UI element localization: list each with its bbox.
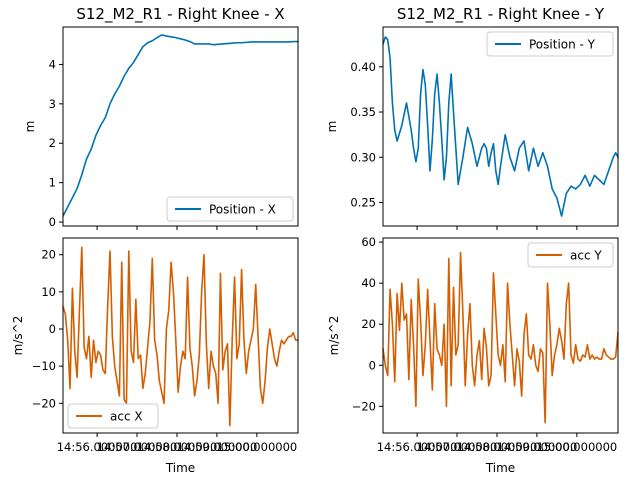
legend-label: Position - X bbox=[209, 203, 276, 217]
y-tick-label: −10 bbox=[32, 359, 56, 373]
y-tick-label: 1 bbox=[49, 176, 56, 190]
x-tick-label: 14:57.000000 bbox=[417, 440, 498, 454]
y-axis-label: m bbox=[23, 121, 37, 133]
legend-box bbox=[67, 403, 159, 429]
x-tick-label: 14:59.000000 bbox=[177, 440, 258, 454]
y-tick-label: 4 bbox=[49, 57, 56, 71]
y-tick-label: 60 bbox=[361, 235, 376, 249]
subplot-1: S12_M2_R1 - Right Knee - X 0 1 2 3 4 m Position… bbox=[23, 5, 299, 230]
y-tick-label: 0 bbox=[369, 358, 376, 372]
chart-title: S12_M2_R1 - Right Knee - X bbox=[76, 5, 284, 24]
y-tick-label: 0 bbox=[49, 215, 56, 229]
legend-label: acc Y bbox=[570, 249, 602, 263]
x-tick-label: 14:58.000000 bbox=[457, 440, 538, 454]
x-tick-label: 14:56.000000 bbox=[57, 440, 138, 454]
chart-title: S12_M2_R1 - Right Knee - Y bbox=[397, 5, 605, 24]
plot-frame bbox=[62, 237, 299, 434]
y-tick-label: 2 bbox=[49, 136, 56, 150]
y-tick-label: 40 bbox=[361, 276, 376, 290]
x-axis-label: Time bbox=[165, 461, 195, 475]
y-tick-label: 20 bbox=[41, 248, 56, 262]
y-tick-label: 0.35 bbox=[350, 105, 376, 119]
x-tick-label: 14:58.000000 bbox=[137, 440, 218, 454]
plot-frame bbox=[382, 26, 619, 227]
x-tick-label: 14:56.000000 bbox=[377, 440, 458, 454]
y-axis-label: m/s^2 bbox=[327, 316, 341, 356]
y-tick-label: 20 bbox=[361, 317, 376, 331]
x-tick-label: 14:59.000000 bbox=[497, 440, 578, 454]
legend-box bbox=[527, 242, 614, 268]
plot-frame bbox=[382, 237, 619, 434]
y-tick-label: 0.25 bbox=[350, 195, 376, 209]
y-tick-label: 10 bbox=[41, 285, 56, 299]
series-line bbox=[62, 34, 299, 217]
subplot-4: −20 0 20 40 60 14:56.00000014:57.00000014:58.… bbox=[327, 235, 619, 475]
legend-label: acc X bbox=[110, 410, 143, 424]
legend: acc X bbox=[67, 403, 159, 429]
series-line bbox=[382, 36, 619, 217]
y-tick-label: 0.40 bbox=[350, 60, 376, 74]
legend: acc Y bbox=[527, 242, 614, 268]
y-tick-label: 3 bbox=[49, 97, 56, 111]
y-axis-label: m/s^2 bbox=[11, 316, 25, 356]
series-line bbox=[62, 246, 299, 427]
subplot-3: −20 −10 0 10 20 14:56.00000014:57.00000014:58… bbox=[11, 237, 299, 475]
series-line bbox=[382, 251, 619, 424]
plot-frame bbox=[62, 26, 299, 227]
legend-box bbox=[486, 31, 614, 57]
x-tick-label: 15:00.000000 bbox=[537, 440, 618, 454]
legend: Position - Y bbox=[486, 31, 614, 57]
legend-label: Position - Y bbox=[529, 38, 596, 52]
legend: Position - X bbox=[166, 196, 294, 222]
y-tick-label: 0 bbox=[49, 322, 56, 336]
x-axis-label: Time bbox=[485, 461, 515, 475]
x-tick-label: 15:00.000000 bbox=[217, 440, 298, 454]
legend-box bbox=[166, 196, 294, 222]
y-axis-label: m bbox=[325, 121, 339, 133]
subplot-2: S12_M2_R1 - Right Knee - Y 0.25 0.30 0.35 0.… bbox=[325, 5, 619, 230]
x-tick-label: 14:57.000000 bbox=[97, 440, 178, 454]
y-tick-label: 0.30 bbox=[350, 150, 376, 164]
y-tick-label: −20 bbox=[32, 396, 56, 410]
y-tick-label: −20 bbox=[352, 399, 376, 413]
